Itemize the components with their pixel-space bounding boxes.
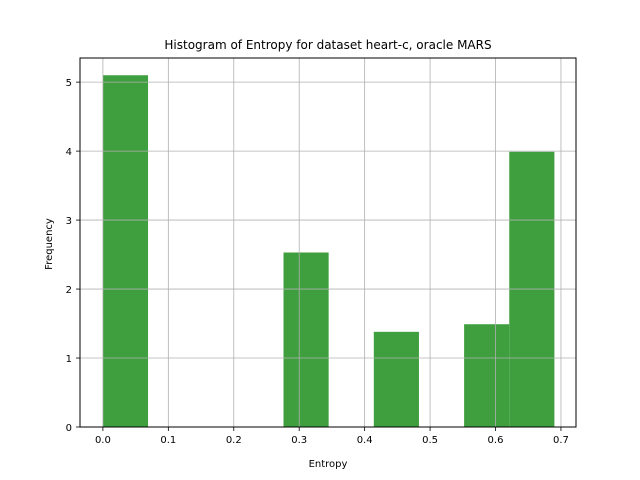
histogram-bar-6 (373, 331, 419, 427)
y-tick-label-0: 0 (66, 423, 72, 434)
chart-title: Histogram of Entropy for dataset heart-c… (164, 38, 491, 52)
x-axis-ticks: 0.0 0.1 0.2 0.3 0.4 0.5 0.6 0.7 (95, 427, 569, 446)
y-tick-label-5: 5 (66, 78, 72, 89)
plot-frame (79, 57, 577, 428)
x-tick-label-6: 0.6 (488, 435, 504, 446)
y-tick-label-3: 3 (66, 216, 72, 227)
histogram-bar-4 (283, 252, 329, 427)
histogram-bar-8 (464, 324, 510, 427)
histogram-bars (102, 75, 555, 428)
x-tick-label-7: 0.7 (553, 435, 569, 446)
y-tick-label-2: 2 (66, 285, 72, 296)
y-tick-label-1: 1 (66, 354, 72, 365)
x-tick-label-4: 0.4 (357, 435, 373, 446)
x-axis-label: Entropy (309, 459, 348, 470)
y-axis-ticks: 0 1 2 3 4 5 (66, 78, 80, 434)
histogram-bar-0 (102, 75, 149, 428)
y-axis-label: Frequency (44, 218, 55, 270)
x-tick-label-2: 0.2 (226, 435, 242, 446)
x-tick-label-3: 0.3 (291, 435, 307, 446)
x-tick-label-1: 0.1 (160, 435, 176, 446)
x-tick-label-0: 0.0 (95, 435, 111, 446)
x-tick-label-5: 0.5 (422, 435, 438, 446)
y-tick-label-4: 4 (66, 147, 72, 158)
